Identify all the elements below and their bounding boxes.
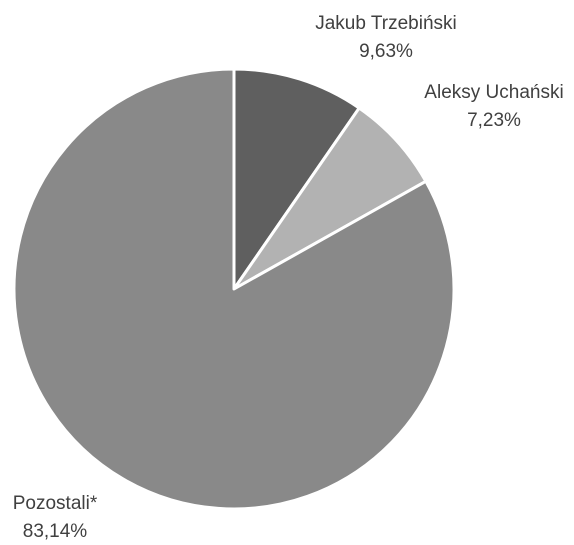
pie-slice-2 (232, 106, 428, 291)
pie-slices (12, 67, 456, 511)
slice-label-jakub-trzebinski: Jakub Trzebiński (315, 13, 457, 34)
slice-value-jakub-trzebinski: 9,63% (359, 41, 413, 62)
pie-slice-3 (12, 67, 456, 511)
slice-label-aleksy-uchanski: Aleksy Uchański (424, 82, 563, 103)
slice-value-aleksy-uchanski: 7,23% (467, 110, 521, 131)
slice-label-pozostali: Pozostali* (13, 493, 98, 514)
pie-slice-1 (232, 67, 361, 291)
slice-value-pozostali: 83,14% (23, 521, 88, 542)
